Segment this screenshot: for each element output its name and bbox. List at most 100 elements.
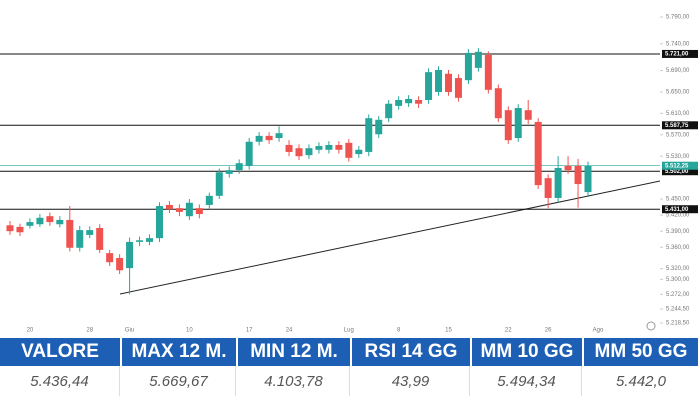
candle-body [245,141,253,166]
candle-body [564,165,572,171]
level-label: 5.587,75 [665,123,689,129]
candle-body [335,144,343,150]
candle-body [435,70,443,92]
y-tick-label: 5.740,00 [666,41,690,47]
candle-body [116,257,124,271]
y-tick-label: 5.530,00 [666,154,690,160]
table-header: MIN 12 M. [238,338,350,366]
candle-body [106,253,114,263]
candle-body [185,202,193,217]
candle-body [534,121,542,186]
trend-line [119,180,661,295]
level-label-box [662,167,698,176]
candle-body [454,78,462,98]
table-header: MAX 12 M. [122,338,236,366]
candle-body [385,103,393,119]
candle-body [375,119,383,135]
candle-body [444,73,452,92]
candle-body [365,118,373,152]
candle-body [46,216,54,223]
y-tick-label: 5.570,00 [666,132,690,138]
candle-body [165,204,173,210]
table-cell: 43,99 [352,366,470,396]
table-header: VALORE [0,338,120,366]
x-tick-label: 10 [186,328,193,334]
candle-body [425,72,433,100]
candle-body [464,52,472,81]
level-label: 5.431,00 [665,207,689,213]
candle-body [524,110,532,120]
level-label-box [662,121,698,130]
candle-body [295,148,303,157]
settings-icon[interactable] [646,321,656,331]
x-tick-label: 24 [286,328,293,334]
y-tick-label: 5.272,00 [666,292,690,298]
candle-body [584,165,592,193]
last-price-label: 5.512,25 [665,163,689,169]
y-tick-label: 5.218,50 [666,321,690,327]
y-tick-label: 5.360,00 [666,245,690,251]
y-tick-label: 5.390,00 [666,229,690,235]
x-tick-label: 15 [445,328,452,334]
candle-body [415,99,423,104]
candle-body [305,148,313,156]
y-tick-label: 5.450,00 [666,197,690,203]
y-tick-label: 5.420,00 [666,213,690,219]
candle-body [345,142,353,158]
candle-body [76,230,84,248]
candle-body [155,206,163,239]
candle-body [56,219,64,225]
y-tick-label: 5.690,00 [666,68,690,74]
level-label: 5.721,00 [665,52,689,58]
y-tick-label: 5.790,00 [666,15,690,21]
candle-body [285,144,293,152]
candle-body [514,108,522,139]
candle-body [26,222,34,226]
candle-body [275,133,283,139]
y-tick-label: 5.300,00 [666,277,690,283]
candle-body [146,238,154,242]
candle-body [255,135,263,142]
candle-body [315,146,323,150]
table-cell: 5.494,34 [472,366,582,396]
candle-body [126,241,134,269]
candle-body [494,88,502,119]
table-header: MM 50 GG [584,338,698,366]
table-cell: 5.436,44 [0,366,120,396]
x-tick-label: 28 [86,328,93,334]
table-header: RSI 14 GG [352,338,470,366]
candle-body [504,110,512,141]
candle-body [544,178,552,198]
chart: 5.790,00 5.740,00 5.690,00 5.650,00 5.610,00… [0,15,698,334]
candle-body [195,208,203,215]
summary-table: VALORE MAX 12 M. MIN 12 M. RSI 14 GG MM … [0,338,700,396]
level-label-box [662,49,698,58]
candle-body [405,98,413,104]
table-header: MM 10 GG [472,338,582,366]
y-tick-label: 5.320,00 [666,266,690,272]
candle-body [215,172,223,196]
candle-body [484,55,492,90]
x-tick-label: Giu [125,328,134,334]
y-tick-label: 5.610,00 [666,111,690,117]
x-tick-label: Lug [344,328,354,334]
candle-body [96,227,104,250]
level-label-box [662,205,698,214]
candle-body [574,165,582,185]
candle-body [86,230,94,235]
level-label: 5.502,00 [665,169,689,175]
candle-body [474,51,482,68]
x-tick-label: Ago [593,328,604,334]
candle-body [265,135,273,141]
x-tick-label: 17 [246,328,253,334]
candle-body [355,149,363,155]
candle-body [136,240,144,242]
candle-body [16,226,24,233]
candle-body [66,219,74,248]
candle-body [36,217,44,225]
candle-body [175,208,183,212]
table-cell: 5.442,0 [615,373,667,390]
candle-body [235,163,243,171]
candle-body [325,144,333,150]
